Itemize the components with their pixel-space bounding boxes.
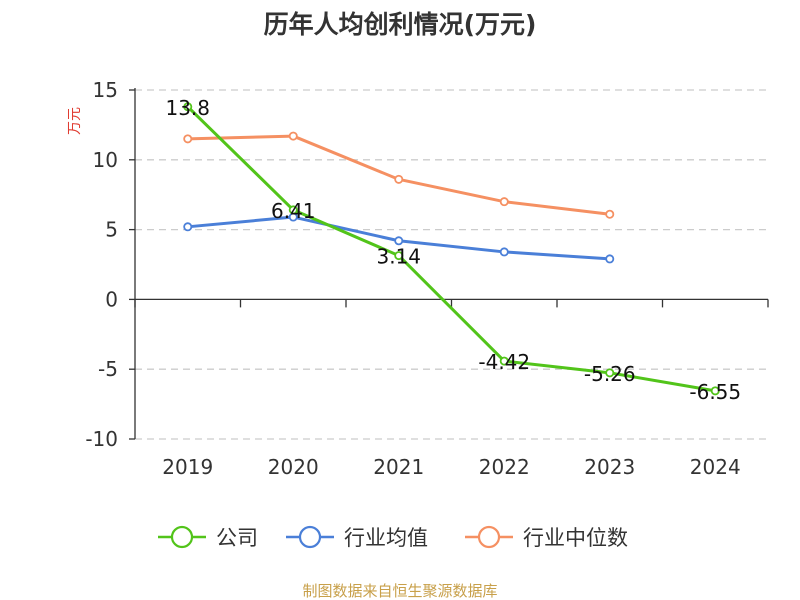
- x-tick-label: 2022: [479, 455, 530, 479]
- data-point[interactable]: [499, 356, 509, 366]
- data-point[interactable]: [499, 197, 509, 207]
- data-point[interactable]: [183, 134, 193, 144]
- series-1: [183, 212, 615, 264]
- y-tick-label: -10: [85, 427, 118, 451]
- data-point[interactable]: [288, 205, 298, 215]
- data-point[interactable]: [394, 174, 404, 184]
- data-labels: 13.8 6.41 3.14 -4.42 -5.26 -6.55: [165, 96, 741, 404]
- data-label: 13.8: [165, 96, 210, 120]
- data-label: -6.55: [689, 380, 741, 404]
- data-point[interactable]: [183, 102, 193, 112]
- data-label: 6.41: [271, 199, 316, 223]
- legend-label: 行业中位数: [523, 526, 628, 550]
- series-line: [186, 105, 716, 393]
- y-axis-label: 万元: [67, 107, 83, 135]
- data-point[interactable]: [605, 368, 615, 378]
- chart-title: 历年人均创利情况(万元): [264, 10, 537, 39]
- data-label: 3.14: [376, 245, 421, 269]
- legend-label: 公司: [216, 526, 258, 550]
- data-point[interactable]: [288, 131, 298, 141]
- legend-label: 行业均值: [344, 526, 428, 550]
- source-note: 制图数据来自恒生聚源数据库: [302, 582, 497, 600]
- legend-marker-icon: [298, 525, 322, 549]
- y-tick-label: -5: [98, 357, 118, 381]
- series-0: [183, 102, 720, 396]
- series-lines: [183, 102, 720, 396]
- data-point[interactable]: [605, 254, 615, 264]
- data-point[interactable]: [710, 386, 720, 396]
- data-point[interactable]: [499, 247, 509, 257]
- legend[interactable]: 公司 行业均值 行业中位数: [158, 525, 628, 550]
- y-tick-label: 0: [105, 287, 118, 311]
- data-point[interactable]: [394, 236, 404, 246]
- x-tick-label: 2020: [268, 455, 319, 479]
- x-tick-label: 2024: [690, 455, 741, 479]
- legend-marker-icon: [170, 525, 194, 549]
- data-point[interactable]: [605, 209, 615, 219]
- data-label: -5.26: [584, 362, 636, 386]
- x-tick-label: 2023: [584, 455, 635, 479]
- data-label: -4.42: [478, 350, 530, 374]
- x-tick-label: 2021: [373, 455, 424, 479]
- data-point[interactable]: [394, 251, 404, 261]
- legend-item[interactable]: 行业中位数: [465, 525, 628, 550]
- y-tick-label: 15: [93, 78, 118, 102]
- legend-marker-icon: [477, 525, 501, 549]
- legend-item[interactable]: 行业均值: [286, 525, 428, 550]
- axes: -10 -5 0 5 10 15 2019 2020 2021 2022 2023 2024: [85, 78, 769, 479]
- y-tick-label: 10: [93, 148, 118, 172]
- series-2: [183, 131, 615, 219]
- legend-item[interactable]: 公司: [158, 525, 258, 550]
- y-tick-label: 5: [105, 218, 118, 242]
- gridlines: [135, 89, 768, 440]
- x-tick-label: 2019: [162, 455, 213, 479]
- data-point[interactable]: [183, 222, 193, 232]
